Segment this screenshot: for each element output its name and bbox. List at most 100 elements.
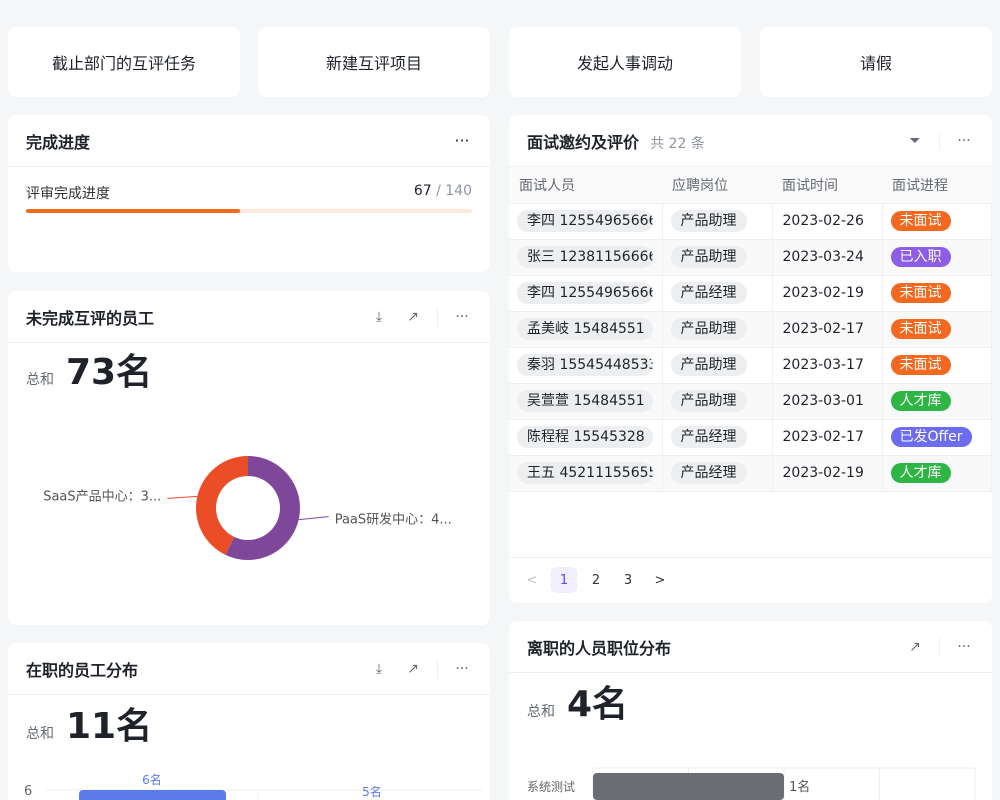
- more-icon[interactable]: ···: [455, 308, 469, 325]
- expand-icon[interactable]: ↗: [407, 308, 419, 325]
- candidate-name: 吴萱萱 15484551: [517, 390, 653, 412]
- more-icon[interactable]: ···: [957, 638, 971, 655]
- sum-label: 总和: [527, 704, 555, 720]
- column-header[interactable]: 面试时间: [772, 167, 882, 204]
- pending-review-card: 未完成互评的员工 ⤓ ↗ ··· 总和 73名 PaaS研发中心：4... SaaS产品…: [8, 291, 490, 625]
- more-icon[interactable]: ···: [455, 660, 469, 677]
- leave-request-button[interactable]: 请假: [760, 27, 992, 97]
- position: 产品经理: [670, 462, 747, 484]
- slice-label: PaaS研发中心：4...: [335, 512, 452, 528]
- column-header[interactable]: 应聘岗位: [662, 167, 772, 204]
- donut-slice[interactable]: [225, 456, 301, 560]
- candidate-name: 李四 12554965666: [517, 210, 653, 232]
- candidate-name: 张三 12381156666: [517, 246, 653, 268]
- horizontal-bar-chart: 系统测试 1名: [527, 767, 976, 800]
- candidate-name: 陈程程 15545328: [517, 426, 653, 448]
- position: 产品助理: [670, 354, 747, 376]
- interview-date: 2023-03-01: [772, 383, 883, 420]
- table-row[interactable]: 李四 12554965666 产品助理 2023-02-26 未面试: [509, 203, 992, 240]
- interview-table: 面试人员 应聘岗位 面试时间 面试进程 李四 12554965666 产品助理 …: [509, 167, 992, 492]
- category-label: 系统测试: [527, 779, 575, 794]
- status-badge: 已发Offer: [890, 427, 972, 447]
- sum-value: 11名: [66, 706, 153, 747]
- position: 产品经理: [670, 426, 747, 448]
- label-line: [167, 495, 198, 499]
- bar-chart: 6 6名 5名: [24, 772, 482, 800]
- status-badge: 已入职: [890, 247, 951, 267]
- status-badge: 未面试: [890, 211, 951, 231]
- table-row[interactable]: 秦羽 15545448533 产品助理 2023-03-17 未面试: [509, 347, 992, 384]
- candidate-name: 孟美岐 15484551: [517, 318, 653, 340]
- resigned-position-card: 离职的人员职位分布 ↗ ··· 总和 4名 系统测试 1名: [509, 621, 992, 800]
- pagination: < 1 2 3 >: [519, 567, 673, 593]
- position: 产品助理: [670, 246, 747, 268]
- page-2-button[interactable]: 2: [591, 572, 601, 588]
- y-tick-label: 6: [24, 784, 32, 799]
- interview-date: 2023-02-17: [772, 311, 883, 348]
- donut-chart: PaaS研发中心：4... SaaS产品中心：3...: [43, 456, 452, 560]
- status-badge: 未面试: [890, 355, 951, 375]
- bar[interactable]: [593, 773, 784, 800]
- data-label: 5名: [362, 784, 382, 799]
- table-row[interactable]: 王五 45211155655 产品经理 2023-02-19 人才库: [509, 455, 992, 492]
- status-badge: 人才库: [890, 463, 951, 483]
- table-row[interactable]: 张三 12381156666 产品助理 2023-03-24 已入职: [509, 239, 992, 276]
- interview-date: 2023-03-17: [772, 347, 883, 384]
- download-icon[interactable]: ⤓: [375, 308, 383, 325]
- progress-card: 完成进度 ··· 评审完成进度 67 / 140: [8, 115, 490, 272]
- candidate-name: 王五 45211155655: [517, 462, 653, 484]
- bar[interactable]: [79, 790, 226, 800]
- sum-label: 总和: [26, 372, 54, 388]
- progress-value: 67 / 140: [413, 183, 472, 199]
- expand-icon[interactable]: ↗: [407, 660, 419, 677]
- card-title: 未完成互评的员工: [26, 308, 155, 328]
- interview-date: 2023-02-17: [772, 419, 883, 456]
- slice-label: SaaS产品中心：3...: [43, 489, 161, 504]
- candidate-name: 李四 12554965666: [517, 282, 653, 304]
- new-review-project-button[interactable]: 新建互评项目: [258, 27, 490, 97]
- expand-icon[interactable]: ↗: [909, 638, 921, 655]
- table-row[interactable]: 孟美岐 15484551 产品助理 2023-02-17 未面试: [509, 311, 992, 348]
- sum-value: 73名: [66, 352, 153, 393]
- sum-value: 4名: [567, 684, 629, 725]
- table-row[interactable]: 李四 12554965666 产品经理 2023-02-19 未面试: [509, 275, 992, 312]
- interview-card: 面试邀约及评价 共 22 条 ⏷ ··· 面试人员 应聘岗位 面试时间 面试进程 …: [509, 115, 992, 603]
- data-label: 1名: [789, 779, 810, 795]
- sum-label: 总和: [26, 726, 54, 742]
- card-title: 离职的人员职位分布: [527, 638, 672, 658]
- position: 产品助理: [670, 318, 747, 340]
- candidate-name: 秦羽 15545448533: [517, 354, 653, 376]
- status-badge: 未面试: [890, 319, 951, 339]
- employee-distribution-card: 在职的员工分布 ⤓ ↗ ··· 总和 11名 6 6名 5名: [8, 643, 490, 800]
- card-title: 完成进度: [26, 132, 91, 152]
- interview-date: 2023-02-19: [772, 455, 883, 492]
- position: 产品助理: [670, 210, 747, 232]
- table-row[interactable]: 吴萱萱 15484551 产品助理 2023-03-01 人才库: [509, 383, 992, 420]
- table-row[interactable]: 陈程程 15545328 产品经理 2023-02-17 已发Offer: [509, 419, 992, 456]
- more-icon[interactable]: ···: [454, 131, 470, 150]
- interview-date: 2023-02-26: [772, 203, 883, 240]
- download-icon[interactable]: ⤓: [375, 660, 383, 677]
- page-1-button[interactable]: 1: [551, 567, 577, 593]
- interview-date: 2023-03-24: [772, 239, 883, 276]
- donut-slice[interactable]: [196, 456, 248, 555]
- personnel-transfer-button[interactable]: 发起人事调动: [509, 27, 741, 97]
- card-title: 面试邀约及评价: [527, 132, 640, 152]
- filter-icon[interactable]: ⏷: [909, 132, 921, 149]
- data-label: 6名: [142, 772, 162, 787]
- more-icon[interactable]: ···: [957, 132, 971, 149]
- card-title: 在职的员工分布: [26, 660, 139, 680]
- next-page-button[interactable]: >: [654, 572, 666, 588]
- deadline-dept-review-button[interactable]: 截止部门的互评任务: [8, 27, 240, 97]
- column-header[interactable]: 面试人员: [509, 167, 662, 204]
- prev-page-button[interactable]: <: [526, 572, 538, 588]
- status-badge: 未面试: [890, 283, 951, 303]
- page-3-button[interactable]: 3: [623, 572, 633, 588]
- column-header[interactable]: 面试进程: [882, 167, 992, 204]
- position: 产品经理: [670, 282, 747, 304]
- progress-bar: [26, 209, 472, 213]
- status-badge: 人才库: [890, 391, 951, 411]
- label-line: [298, 516, 329, 521]
- progress-fill: [26, 209, 240, 213]
- position: 产品助理: [670, 390, 747, 412]
